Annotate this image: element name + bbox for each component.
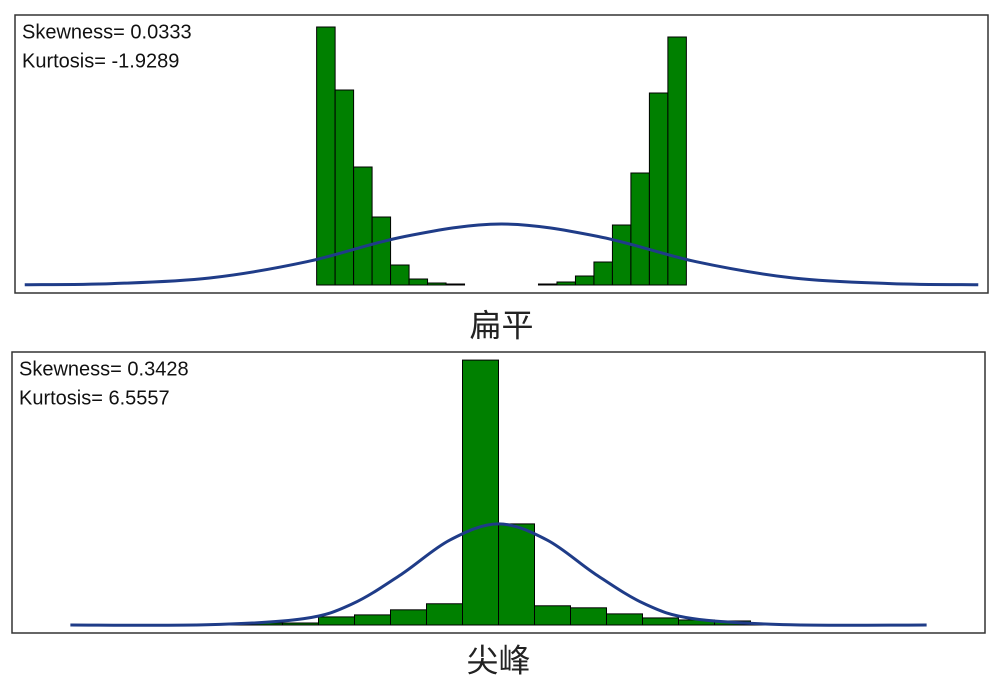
histogram-bar — [611, 224, 632, 286]
normal-curve — [70, 522, 927, 627]
histogram-panel: Skewness= 0.3428 Kurtosis= 6.5557 尖峰 — [11, 351, 986, 678]
histogram-bar — [534, 605, 572, 626]
histogram-bar — [667, 36, 687, 286]
histogram-bar — [427, 282, 447, 286]
histogram-bar — [445, 283, 466, 286]
histogram-bar — [389, 609, 427, 626]
annotation: Skewness= 0.0333 — [22, 21, 192, 43]
histogram-bar — [316, 26, 336, 286]
histogram-bar — [648, 92, 669, 286]
histogram-bar — [425, 603, 463, 626]
histogram-bar — [371, 216, 392, 286]
plot-frame — [14, 14, 989, 294]
histogram-bar — [630, 172, 650, 286]
histogram-bar — [537, 283, 558, 286]
histogram-bar — [334, 89, 355, 286]
histogram-bar — [642, 617, 680, 626]
histogram-bar — [408, 278, 429, 286]
histogram-bar — [317, 616, 355, 626]
caption: 尖峰 — [466, 642, 530, 678]
histogram-bar — [498, 523, 536, 626]
normal-curve — [24, 222, 979, 287]
histogram-bar — [606, 613, 644, 626]
histogram-bar — [461, 359, 499, 626]
histogram-bar — [353, 166, 373, 286]
annotation: Kurtosis= 6.5557 — [19, 387, 170, 409]
histogram-bar — [574, 275, 595, 286]
annotation: Kurtosis= -1.9289 — [22, 50, 179, 72]
histogram-bar — [353, 614, 391, 626]
histogram-panel: Skewness= 0.0333 Kurtosis= -1.9289 扁平 — [14, 14, 989, 343]
histogram-bar — [570, 607, 608, 626]
histogram-bar — [556, 281, 576, 286]
histogram-bar — [593, 261, 613, 286]
histogram-bar — [281, 622, 319, 626]
caption: 扁平 — [469, 307, 533, 343]
annotation: Skewness= 0.3428 — [19, 358, 189, 380]
histogram-bar — [390, 264, 410, 286]
